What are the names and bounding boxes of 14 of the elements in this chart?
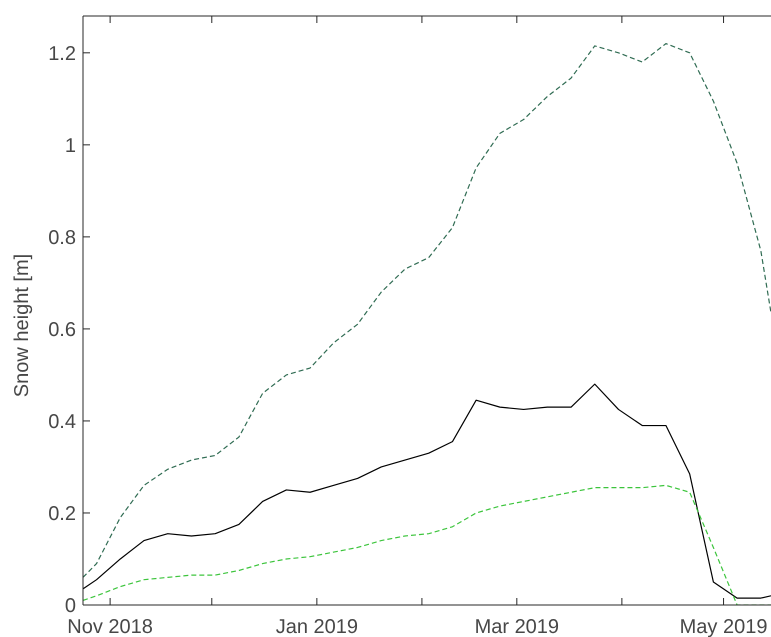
y-tick-label: 1 — [64, 134, 76, 157]
y-tick-label: 0.2 — [48, 503, 76, 526]
y-tick-label: 0.4 — [48, 411, 76, 434]
y-tick-label: 0.8 — [48, 226, 76, 249]
x-tick-label: Nov 2018 — [67, 616, 153, 637]
x-tick-label: Jan 2019 — [276, 616, 358, 637]
x-tick-label: Mar 2019 — [474, 616, 560, 637]
y-axis-title: Snow height [m] — [11, 254, 33, 398]
line-series — [83, 43, 771, 578]
line-series — [83, 384, 771, 599]
x-tick-label: May 2019 — [680, 616, 768, 637]
y-tick-label: 0 — [64, 595, 76, 618]
y-tick-label: 0.6 — [48, 319, 76, 342]
y-tick-label: 1.2 — [48, 42, 76, 65]
